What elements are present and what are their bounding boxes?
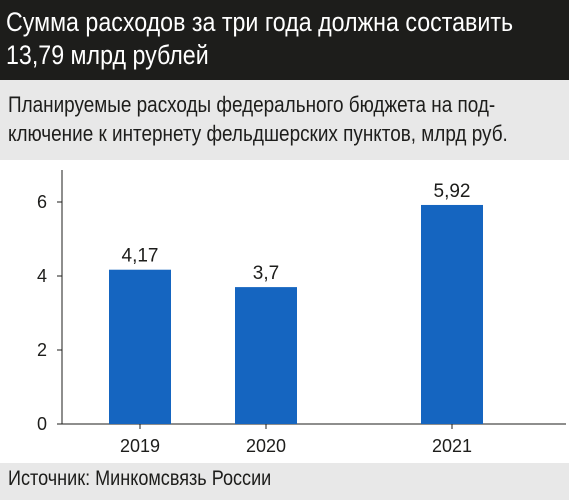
subtitle-line-1: Планируемые расходы федерального бюджета… (8, 92, 496, 117)
y-tick-label-4: 4 (37, 266, 47, 286)
subtitle-line-2: ключение к интернету фельдшерских пункто… (8, 121, 508, 146)
headline: Сумма расходов за три года должна состав… (6, 6, 514, 72)
source-note: Источник: Минкомсвязь России (8, 467, 272, 490)
y-tick-label-6: 6 (37, 192, 47, 212)
x-tick-label-2020: 2020 (246, 436, 286, 456)
y-tick-label-2: 2 (37, 340, 47, 360)
y-tick-label-0: 0 (37, 414, 47, 434)
headline-line-2: 13,79 млрд рублей (6, 40, 209, 70)
bar-2019 (109, 269, 171, 424)
chart-subtitle: Планируемые расходы федерального бюджета… (8, 90, 508, 148)
bar-value-label-2020: 3,7 (253, 263, 279, 284)
headline-line-1: Сумма расходов за три года должна состав… (6, 7, 514, 37)
x-tick-label-2021: 2021 (432, 436, 472, 456)
bar-2021 (421, 204, 483, 424)
bar-2020 (235, 287, 297, 424)
bar-value-label-2019: 4,17 (122, 246, 159, 267)
header-banner: Сумма расходов за три года должна состав… (0, 0, 569, 80)
x-tick-label-2019: 2019 (120, 436, 160, 456)
bar-value-label-2021: 5,92 (434, 181, 471, 202)
